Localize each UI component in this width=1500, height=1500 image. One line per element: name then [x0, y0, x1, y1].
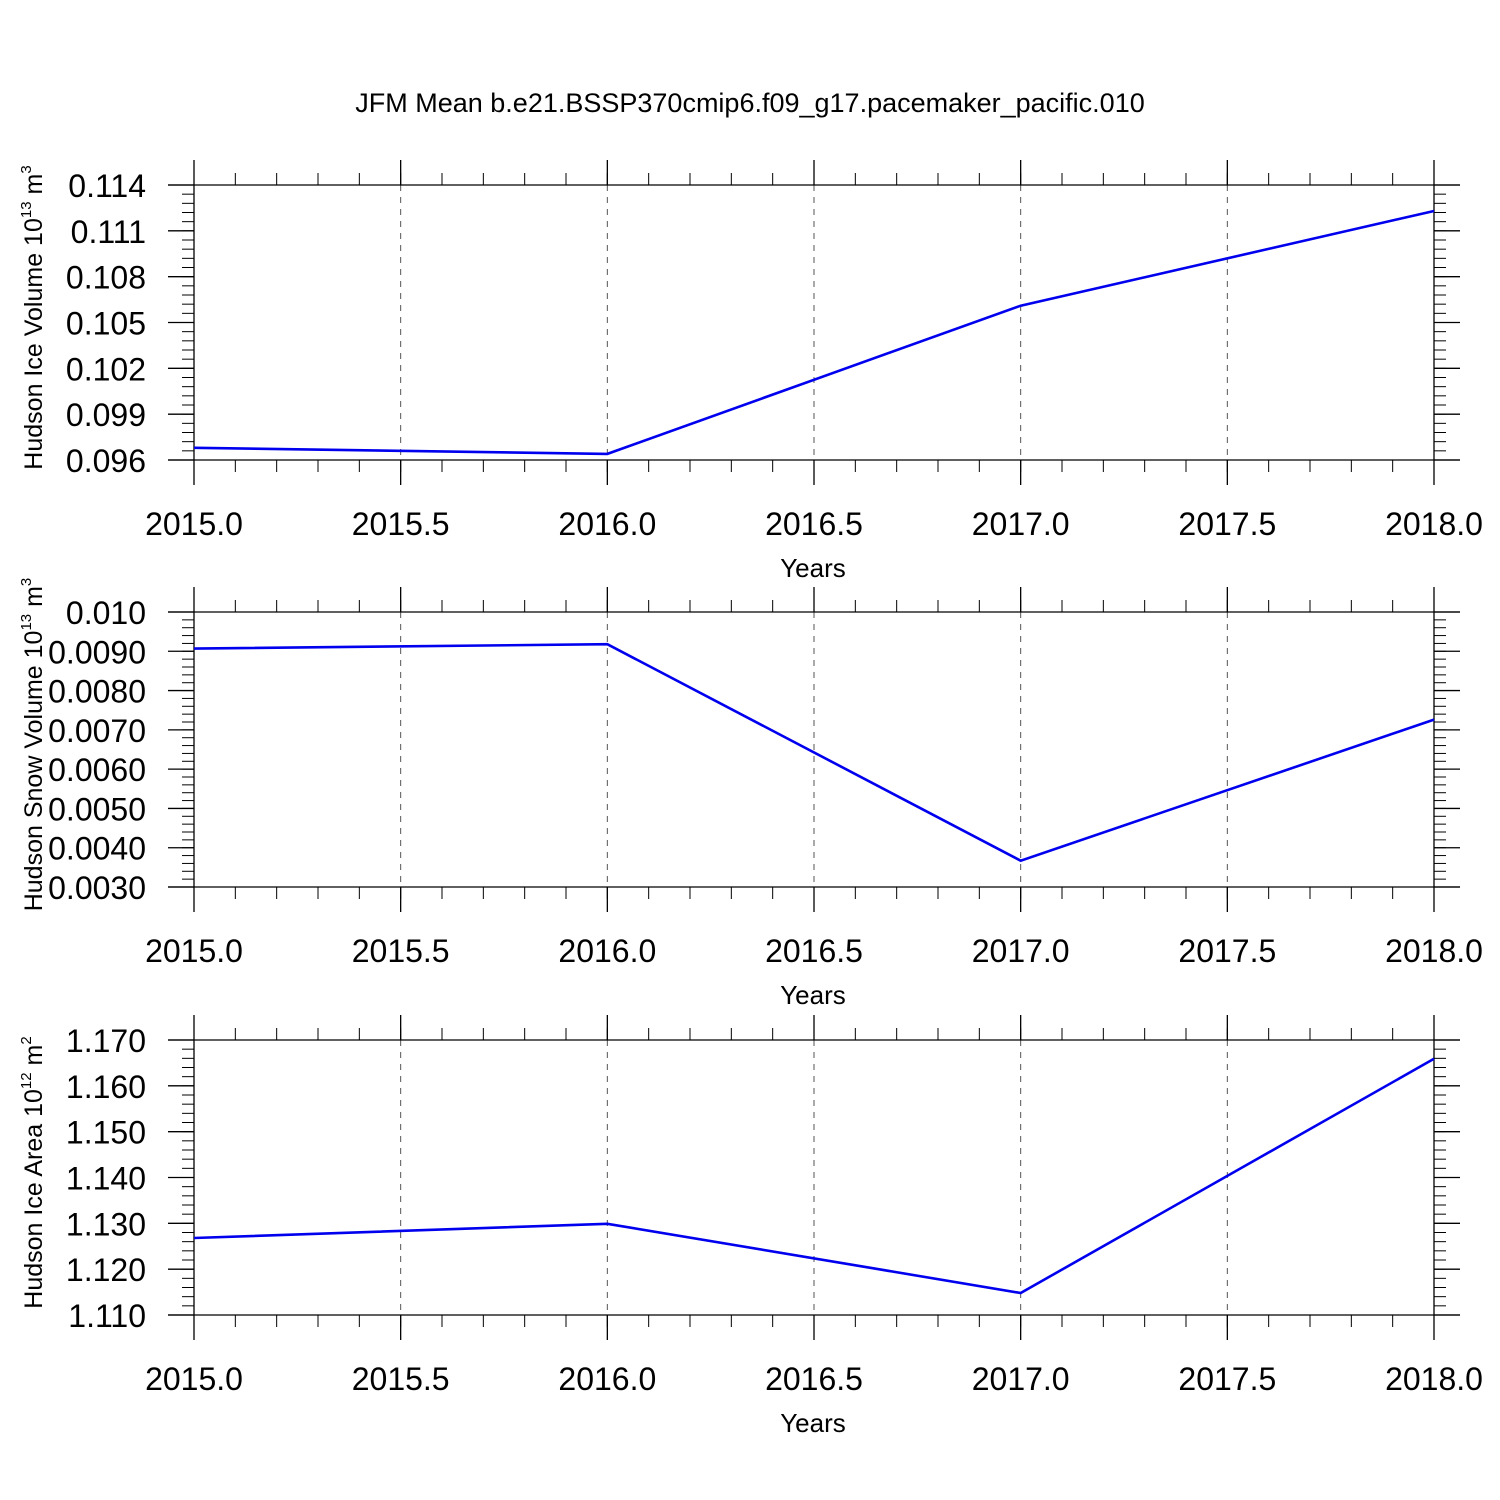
x-axis-label: Years: [780, 1408, 846, 1438]
y-tick-label: 1.120: [66, 1252, 146, 1288]
x-tick-label: 2016.0: [558, 506, 656, 542]
y-tick-label: 0.0040: [48, 831, 146, 867]
y-tick-label: 0.010: [66, 595, 146, 631]
y-axis-label: Hudson Ice Area 1012 m2: [18, 1036, 48, 1308]
x-tick-label: 2016.0: [558, 1361, 656, 1397]
x-tick-label: 2018.0: [1385, 506, 1483, 542]
y-tick-label: 0.099: [66, 397, 146, 433]
x-axis-label: Years: [780, 553, 846, 583]
y-tick-label: 0.0030: [48, 870, 146, 906]
x-tick-label: 2018.0: [1385, 1361, 1483, 1397]
figure-title: JFM Mean b.e21.BSSP370cmip6.f09_g17.pace…: [355, 88, 1144, 118]
chart-panel-1: 2015.0 2015.5 2016.0 2016.5 2017.0 2017.5 2018…: [18, 160, 1483, 583]
y-tick-label: 1.130: [66, 1206, 146, 1242]
y-tick-label: 0.0070: [48, 713, 146, 749]
y-tick-label: 0.114: [68, 168, 146, 204]
x-tick-label: 2016.5: [765, 506, 863, 542]
x-tick-label: 2015.0: [145, 506, 243, 542]
x-tick-label: 2016.5: [765, 1361, 863, 1397]
y-tick-label: 0.102: [66, 351, 146, 387]
x-tick-label: 2017.5: [1178, 506, 1276, 542]
y-tick-label: 1.150: [66, 1115, 146, 1151]
y-tick-label: 1.110: [68, 1298, 146, 1334]
x-tick-label: 2015.0: [145, 1361, 243, 1397]
series-line: [193, 1057, 1435, 1295]
y-axis-label: Hudson Snow Volume 1013 m3: [18, 578, 48, 912]
y-tick-label: 0.108: [66, 260, 146, 296]
y-tick-label: 0.0090: [48, 634, 146, 670]
x-axis-label: Years: [780, 980, 846, 1010]
y-tick-label: 0.096: [66, 443, 146, 479]
x-tick-label: 2015.5: [352, 933, 450, 969]
x-tick-label: 2016.5: [765, 933, 863, 969]
y-tick-label: 0.0050: [48, 791, 146, 827]
y-axis-label: Hudson Ice Volume 1013 m3: [18, 165, 48, 469]
y-tick-label: 0.111: [71, 214, 146, 250]
x-tick-label: 2017.0: [972, 506, 1070, 542]
y-tick-label: 0.105: [66, 306, 146, 342]
panels: 2015.0 2015.5 2016.0 2016.5 2017.0 2017.5 2018…: [18, 160, 1483, 1438]
x-tick-label: 2015.0: [145, 933, 243, 969]
series-line: [193, 642, 1435, 863]
x-tick-label: 2017.5: [1178, 933, 1276, 969]
x-tick-label: 2015.5: [352, 506, 450, 542]
y-tick-label: 0.0080: [48, 674, 146, 710]
chart-panel-3: 2015.0 2015.5 2016.0 2016.5 2017.0 2017.5 2018…: [18, 1015, 1483, 1438]
series-line: [193, 209, 1435, 456]
y-tick-label: 1.170: [66, 1023, 146, 1059]
y-tick-label: 1.140: [66, 1161, 146, 1197]
x-tick-label: 2017.5: [1178, 1361, 1276, 1397]
chart-panel-2: 2015.0 2015.5 2016.0 2016.5 2017.0 2017.5 2018…: [18, 578, 1483, 1010]
y-tick-label: 0.0060: [48, 752, 146, 788]
y-tick-label: 1.160: [66, 1069, 146, 1105]
x-tick-label: 2017.0: [972, 933, 1070, 969]
x-tick-label: 2016.0: [558, 933, 656, 969]
x-tick-label: 2015.5: [352, 1361, 450, 1397]
x-tick-label: 2018.0: [1385, 933, 1483, 969]
x-tick-label: 2017.0: [972, 1361, 1070, 1397]
